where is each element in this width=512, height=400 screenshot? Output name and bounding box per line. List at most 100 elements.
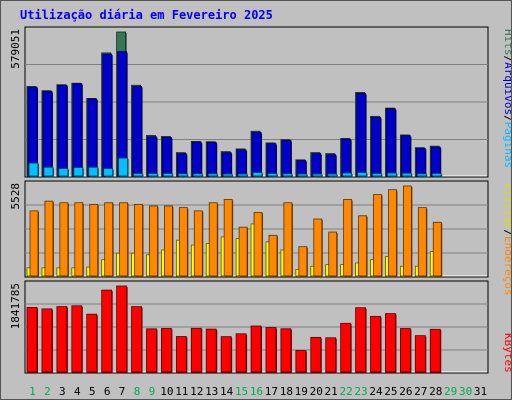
bar-files-7 — [117, 51, 128, 177]
bar-files-9 — [147, 136, 157, 177]
bar-pages-2 — [43, 166, 54, 177]
bar-pages-13 — [207, 173, 218, 177]
bar-files-18 — [281, 140, 292, 177]
bar-kbytes-22 — [340, 322, 352, 373]
bar-sites-19 — [298, 246, 308, 277]
bar-sites-13 — [208, 202, 218, 277]
bar-kbytes-9 — [146, 328, 157, 373]
bar-sites-17 — [268, 234, 278, 277]
bar-files-21 — [326, 154, 337, 177]
bar-pages-20 — [312, 173, 323, 177]
bar-pages-12 — [192, 173, 203, 177]
day-label-6: 6 — [104, 385, 111, 398]
bar-sites-11 — [178, 207, 188, 277]
day-label-4: 4 — [74, 385, 81, 398]
bar-kbytes-11 — [175, 336, 187, 373]
bar-files-3 — [57, 84, 68, 177]
day-label-26: 26 — [399, 385, 412, 398]
bar-pages-3 — [58, 168, 69, 177]
day-label-24: 24 — [369, 385, 383, 398]
bar-kbytes-28 — [429, 328, 441, 373]
day-label-27: 27 — [414, 385, 427, 398]
bar-pages-9 — [148, 173, 158, 177]
legend-sep: / — [502, 229, 511, 236]
bar-kbytes-25 — [385, 313, 396, 373]
legend-sep: / — [502, 115, 511, 122]
bar-files-4 — [72, 83, 83, 177]
bar-sites-6 — [104, 202, 114, 277]
bar-files-2 — [42, 91, 53, 177]
bar-kbytes-19 — [295, 350, 307, 373]
bar-sites-28 — [432, 221, 442, 277]
bar-sites-16 — [253, 212, 263, 277]
legend-files: Arquivos — [502, 62, 511, 115]
bar-sites-8 — [134, 203, 143, 277]
day-label-16: 16 — [250, 385, 263, 398]
legend-pages: Páginas — [502, 122, 511, 168]
day-label-17: 17 — [265, 385, 278, 398]
bar-pages-17 — [267, 173, 278, 177]
bar-pages-16 — [252, 172, 263, 177]
right-legend-top: Hits/Arquivos/Páginas — [502, 29, 511, 168]
bar-sites-27 — [417, 207, 427, 277]
bar-files-25 — [386, 108, 396, 177]
ymax-label-middle: 5528 — [9, 183, 22, 210]
bar-kbytes-2 — [41, 308, 53, 373]
legend-visits: Visitas — [502, 183, 511, 229]
day-label-18: 18 — [280, 385, 293, 398]
bar-files-6 — [102, 53, 113, 177]
bar-files-24 — [371, 116, 381, 177]
bar-pages-6 — [103, 168, 114, 177]
bar-kbytes-23 — [355, 307, 366, 373]
day-label-29: 29 — [444, 385, 457, 398]
bar-pages-26 — [401, 172, 412, 177]
bar-kbytes-20 — [310, 336, 322, 373]
bar-files-20 — [311, 153, 322, 177]
bar-sites-7 — [119, 202, 129, 277]
right-legend-bottom: KBytes — [502, 333, 511, 373]
bar-pages-7 — [118, 157, 129, 177]
bar-kbytes-8 — [131, 306, 142, 373]
bar-files-17 — [266, 143, 277, 177]
bar-sites-4 — [74, 202, 84, 277]
bar-kbytes-24 — [370, 315, 381, 373]
bar-sites-20 — [313, 218, 323, 277]
bar-kbytes-13 — [205, 328, 217, 373]
bar-pages-5 — [88, 166, 99, 177]
bar-sites-26 — [402, 185, 412, 277]
bar-kbytes-1 — [26, 306, 38, 373]
day-label-19: 19 — [295, 385, 308, 398]
bar-sites-25 — [388, 189, 397, 277]
day-label-9: 9 — [149, 385, 156, 398]
bar-kbytes-6 — [101, 289, 113, 373]
bar-kbytes-18 — [280, 328, 292, 373]
bar-sites-2 — [44, 200, 54, 277]
bar-kbytes-26 — [399, 328, 411, 373]
bar-sites-9 — [149, 205, 158, 277]
day-label-8: 8 — [134, 385, 141, 398]
bar-pages-21 — [327, 173, 338, 177]
day-label-22: 22 — [339, 385, 352, 398]
bar-files-11 — [176, 153, 187, 177]
day-label-3: 3 — [59, 385, 66, 398]
day-label-15: 15 — [235, 385, 248, 398]
bar-kbytes-5 — [86, 313, 98, 373]
day-label-25: 25 — [384, 385, 397, 398]
bar-files-15 — [236, 149, 247, 177]
bar-kbytes-7 — [116, 285, 128, 373]
bar-kbytes-12 — [190, 327, 202, 373]
bar-pages-1 — [28, 162, 39, 177]
bar-files-26 — [400, 135, 411, 177]
bar-pages-19 — [297, 173, 308, 177]
bar-files-8 — [132, 86, 142, 177]
day-label-23: 23 — [354, 385, 367, 398]
bar-kbytes-15 — [235, 333, 247, 373]
day-label-28: 28 — [429, 385, 442, 398]
bar-files-5 — [87, 98, 98, 177]
bar-sites-12 — [193, 210, 203, 277]
bar-files-23 — [356, 93, 366, 177]
legend-hits: Hits — [502, 29, 511, 56]
bar-pages-18 — [282, 173, 293, 177]
bar-kbytes-16 — [250, 325, 262, 373]
